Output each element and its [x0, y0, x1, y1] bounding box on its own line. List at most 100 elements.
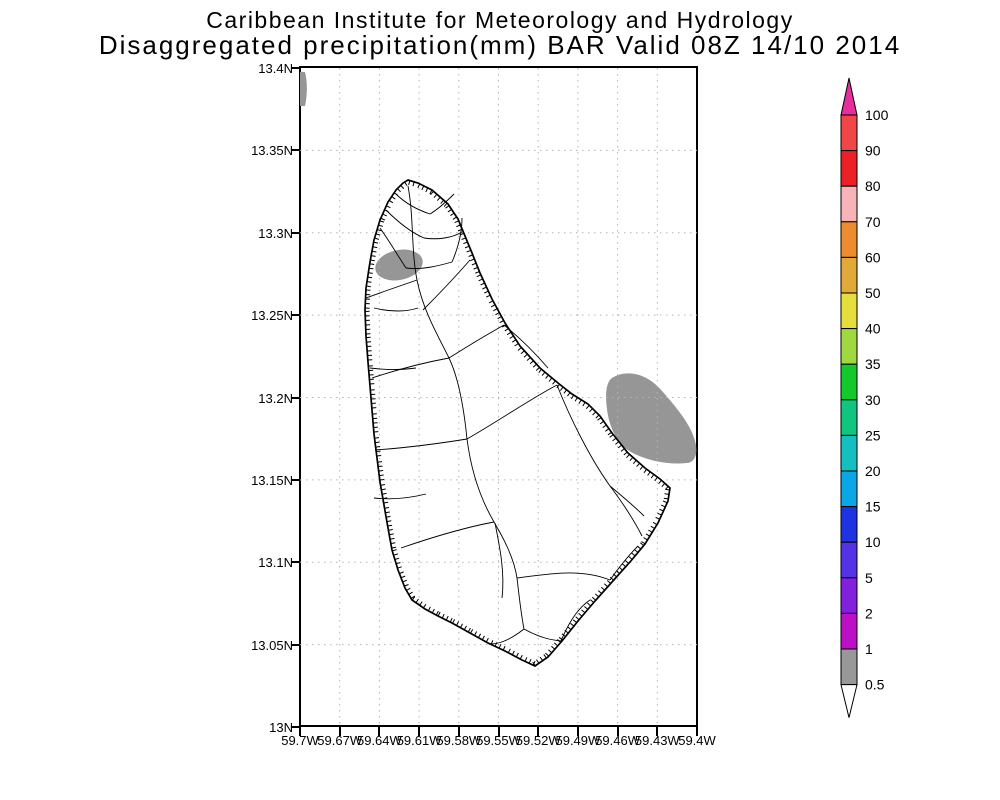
- watershed-boundary: [448, 324, 505, 359]
- plot-title-main: Disaggregated precipitation(mm) BAR Vali…: [98, 30, 902, 60]
- watershed-boundary: [369, 367, 417, 370]
- watershed-boundary: [429, 193, 455, 215]
- map-plot-area: [300, 68, 697, 727]
- colorbar-label: 20: [865, 463, 881, 479]
- x-axis-label: 59.55W: [476, 733, 521, 748]
- colorbar-label: 25: [865, 427, 881, 443]
- colorbar-segment: [840, 434, 858, 472]
- watershed-boundary: [422, 259, 471, 311]
- watershed-boundary: [379, 227, 407, 269]
- watershed-boundary: [487, 628, 525, 645]
- colorbar-segment: [840, 470, 858, 508]
- x-axis-label: 59.7W: [281, 733, 319, 748]
- colorbar-arrow-below-min: [840, 684, 858, 718]
- colorbar-segment: [840, 541, 858, 579]
- y-axis-label: 13.15N: [251, 472, 293, 488]
- axis-tick: [696, 727, 698, 736]
- axis-tick: [291, 478, 300, 481]
- x-axis-label: 59.67W: [317, 733, 363, 748]
- watershed-boundary: [371, 357, 450, 379]
- colorbar-label: 1: [865, 641, 873, 657]
- watershed-boundary: [423, 231, 463, 240]
- y-axis-label: 13N: [269, 720, 293, 735]
- colorbar-label: 10: [865, 534, 881, 550]
- axis-tick: [291, 726, 300, 728]
- watershed-boundary: [556, 384, 643, 537]
- precip-region-offshore-east: [606, 373, 697, 464]
- precip-region-island-northwest: [375, 249, 423, 281]
- watershed-boundary: [494, 522, 504, 599]
- y-axis-label: 13.25N: [251, 308, 293, 324]
- y-axis-label: 13.3N: [258, 225, 293, 241]
- axis-tick: [656, 727, 659, 736]
- watershed-boundary: [385, 209, 425, 239]
- y-axis-label: 13.2N: [258, 390, 293, 406]
- axis-tick: [378, 727, 381, 736]
- watershed-boundary: [503, 324, 549, 369]
- watershed-boundary: [405, 261, 453, 269]
- gridline-layer: [300, 68, 697, 727]
- precip-region-frame-corner: [300, 72, 307, 106]
- watershed-boundary: [395, 193, 431, 215]
- axis-tick: [497, 727, 500, 736]
- watershed-boundary: [466, 384, 558, 440]
- colorbar-label: 40: [865, 321, 881, 337]
- coastline: [364, 179, 671, 667]
- colorbar-label: 60: [865, 249, 881, 265]
- colorbar-segment: [840, 328, 858, 365]
- barbados-island-map: [364, 179, 671, 667]
- watershed-boundary: [374, 438, 468, 451]
- axis-tick: [457, 727, 460, 736]
- colorbar-label: 15: [865, 499, 881, 515]
- watershed-boundary: [560, 599, 591, 642]
- coast-hatch-path: [365, 180, 670, 667]
- watershed-boundary: [609, 485, 645, 517]
- colorbar-segment: [840, 506, 858, 543]
- y-axis-label: 13.1N: [258, 555, 293, 571]
- colorbar-segment: [840, 292, 858, 330]
- axis-tick: [291, 396, 300, 399]
- axis-tick: [291, 67, 300, 69]
- y-axis-label: 13.05N: [251, 637, 293, 653]
- y-axis-label: 13.35N: [251, 143, 293, 159]
- x-axis-label: 59.46W: [595, 733, 640, 748]
- colorbar-segment: [840, 114, 858, 152]
- watershed-boundaries: [365, 185, 645, 645]
- colorbar-segment: [840, 648, 858, 686]
- colorbar-label: 35: [865, 356, 881, 372]
- colorbar-label: 5: [865, 570, 873, 586]
- plot-frame: [299, 66, 698, 727]
- axis-tick: [291, 643, 300, 646]
- axis-tick: [338, 727, 341, 736]
- x-axis-label: 59.64W: [356, 733, 402, 748]
- colorbar-segment: [840, 150, 858, 187]
- axis-tick: [616, 727, 619, 736]
- colorbar-label: 2: [865, 605, 873, 621]
- colorbar-segment: [840, 185, 858, 223]
- colorbar-label: 90: [865, 143, 881, 159]
- axis-tick: [576, 727, 579, 736]
- x-axis-label: 59.4W: [678, 733, 716, 748]
- colorbar-arrow-above-max: [840, 77, 858, 116]
- x-axis-label: 59.61W: [396, 733, 442, 748]
- colorbar-label: 0.5: [865, 677, 885, 693]
- colorbar-label: 30: [865, 392, 881, 408]
- watershed-boundary: [516, 572, 611, 581]
- axis-tick: [291, 149, 300, 152]
- colorbar-segment: [840, 256, 858, 294]
- colorbar-label: 50: [865, 285, 881, 301]
- watershed-boundary: [451, 217, 463, 263]
- watershed-boundary: [373, 307, 419, 312]
- colorbar-segment: [840, 399, 858, 436]
- colorbar-segment: [840, 612, 858, 650]
- x-axis-label: 59.52W: [515, 733, 561, 748]
- axis-tick: [291, 561, 300, 564]
- colorbar-label: 80: [865, 178, 881, 194]
- x-axis-label: 59.49W: [555, 733, 601, 748]
- colorbar-segment: [840, 221, 858, 258]
- colorbar-segment: [840, 577, 858, 614]
- axis-tick: [291, 231, 300, 234]
- watershed-boundary: [400, 521, 495, 549]
- colorbar-label: 70: [865, 214, 881, 230]
